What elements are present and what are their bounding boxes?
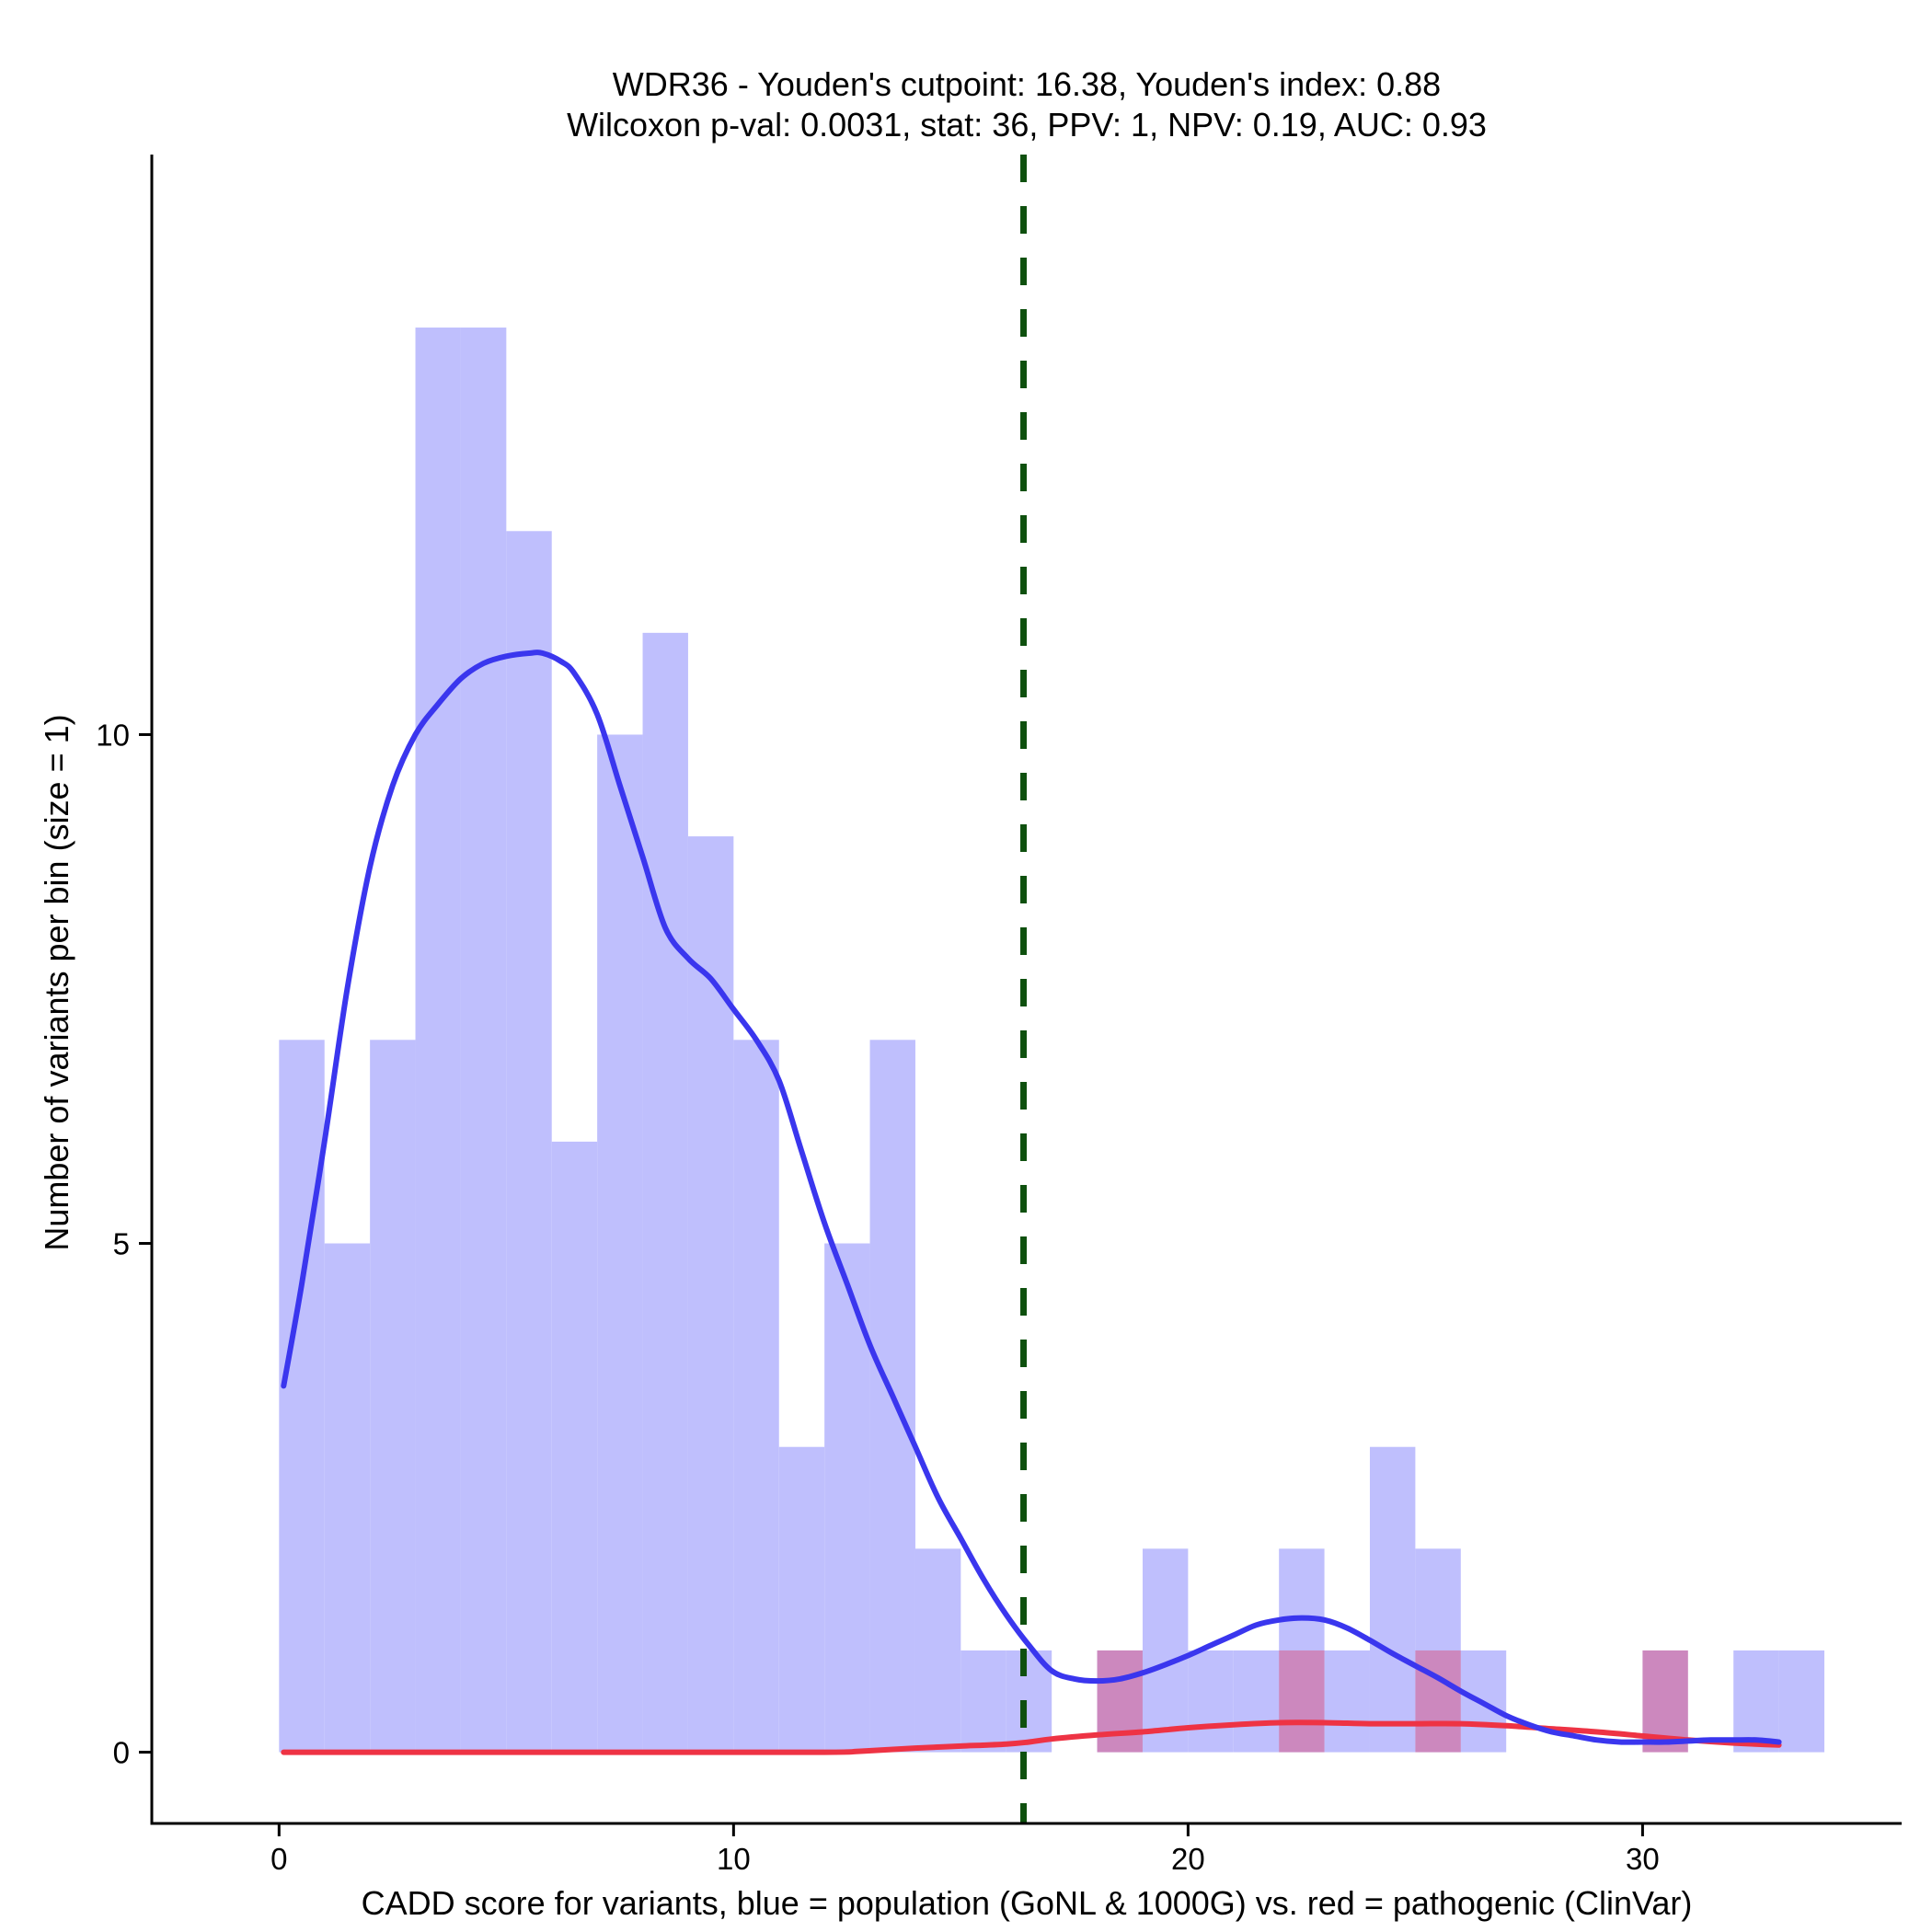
y-axis-title: Number of variants per bin (size = 1) <box>38 714 75 1250</box>
population-bar <box>551 1141 598 1753</box>
population-bar <box>778 1446 825 1753</box>
pathogenic-bar <box>1279 1650 1325 1753</box>
population-bars <box>279 328 1825 1753</box>
population-bar <box>1142 1548 1189 1753</box>
population-bar <box>1188 1650 1234 1753</box>
population-bar <box>460 328 507 1753</box>
population-bar <box>960 1650 1006 1753</box>
x-tick-label: 30 <box>1626 1842 1660 1876</box>
axes <box>150 155 1902 1825</box>
population-bar <box>642 632 688 1753</box>
population-bar <box>506 531 552 1753</box>
x-tick-label: 0 <box>270 1842 287 1876</box>
population-bar <box>1778 1650 1825 1753</box>
y-axis-ticks: 0 5 10 <box>96 718 152 1770</box>
x-tick-label: 20 <box>1171 1842 1205 1876</box>
y-tick-label: 5 <box>113 1227 130 1261</box>
x-axis-title: CADD score for variants, blue = populati… <box>362 1884 1693 1922</box>
y-tick-label: 10 <box>96 718 130 752</box>
density-lines <box>281 650 1782 1755</box>
population-bar <box>1733 1650 1779 1753</box>
population-bar <box>1324 1650 1370 1753</box>
x-axis-ticks: 0 10 20 30 <box>270 1823 1660 1876</box>
population-bar <box>415 328 461 1753</box>
pathogenic-bar <box>1415 1650 1461 1753</box>
chart-title-line-2: Wilcoxon p-val: 0.0031, stat: 36, PPV: 1… <box>567 106 1487 144</box>
population-bar <box>279 1040 325 1753</box>
population-bar <box>324 1243 371 1753</box>
population-bar <box>1369 1446 1416 1753</box>
population-bar <box>370 1040 416 1753</box>
population-bar <box>914 1548 961 1753</box>
population-bar <box>733 1040 779 1753</box>
population-bar <box>687 836 734 1753</box>
chart-title-line-1: WDR36 - Youden's cutpoint: 16.38, Youden… <box>613 65 1441 103</box>
y-tick-label: 0 <box>113 1736 130 1770</box>
pathogenic-density-line <box>281 1719 1782 1755</box>
population-bar <box>597 734 643 1753</box>
population-density-line <box>281 650 1782 1745</box>
population-bar <box>1233 1650 1280 1753</box>
x-tick-label: 10 <box>717 1842 751 1876</box>
